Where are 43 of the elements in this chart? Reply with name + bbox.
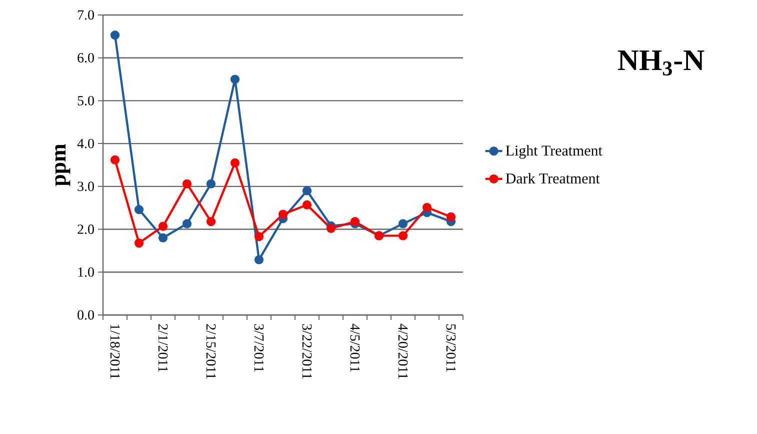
point xyxy=(134,204,144,214)
y-tick-label: 4.0 xyxy=(77,138,94,148)
x-tick-label: 1/18/2011 xyxy=(110,324,120,379)
x-tick-label: 3/7/2011 xyxy=(254,324,264,372)
y-tick-label: 1.0 xyxy=(78,267,94,277)
x-tick-label: 3/22/2011 xyxy=(302,324,312,379)
point xyxy=(350,216,360,226)
x-tick-label: 4/5/2011 xyxy=(350,324,360,372)
y-tick-label: 6.0 xyxy=(78,53,94,63)
point xyxy=(278,210,288,219)
point xyxy=(110,155,120,164)
point xyxy=(254,255,264,264)
point xyxy=(302,200,312,210)
y-tick-label: 5.0 xyxy=(78,96,94,106)
point xyxy=(230,74,240,84)
point xyxy=(398,231,408,240)
point xyxy=(158,233,168,242)
x-tick-label: 2/15/2011 xyxy=(206,324,216,379)
point xyxy=(206,179,216,188)
point xyxy=(302,186,312,196)
x-tick-label: 5/3/2011 xyxy=(446,324,456,372)
legend-label: Light Treatment xyxy=(506,145,602,159)
point xyxy=(182,179,192,188)
point xyxy=(182,219,192,228)
point xyxy=(230,158,240,168)
point xyxy=(398,219,408,228)
point xyxy=(326,224,336,233)
point xyxy=(158,222,168,231)
point xyxy=(206,216,216,226)
y-tick-label: 0.0 xyxy=(78,310,94,320)
x-tick-label: 2/1/2011 xyxy=(158,324,168,372)
text: NH$_{3}$-N xyxy=(618,50,704,76)
y-tick-label: 3.0 xyxy=(78,182,94,192)
y-tick-label: 2.0 xyxy=(78,224,94,234)
point xyxy=(422,202,432,212)
legend-label: Dark Treatment xyxy=(506,172,600,184)
y-axis-title: ppm xyxy=(55,144,70,186)
point xyxy=(254,232,264,242)
point xyxy=(446,212,456,222)
point xyxy=(110,30,120,40)
x-tick-label: 4/20/2011 xyxy=(398,324,408,379)
point xyxy=(134,238,144,248)
y-tick-label: 7.0 xyxy=(78,10,94,20)
